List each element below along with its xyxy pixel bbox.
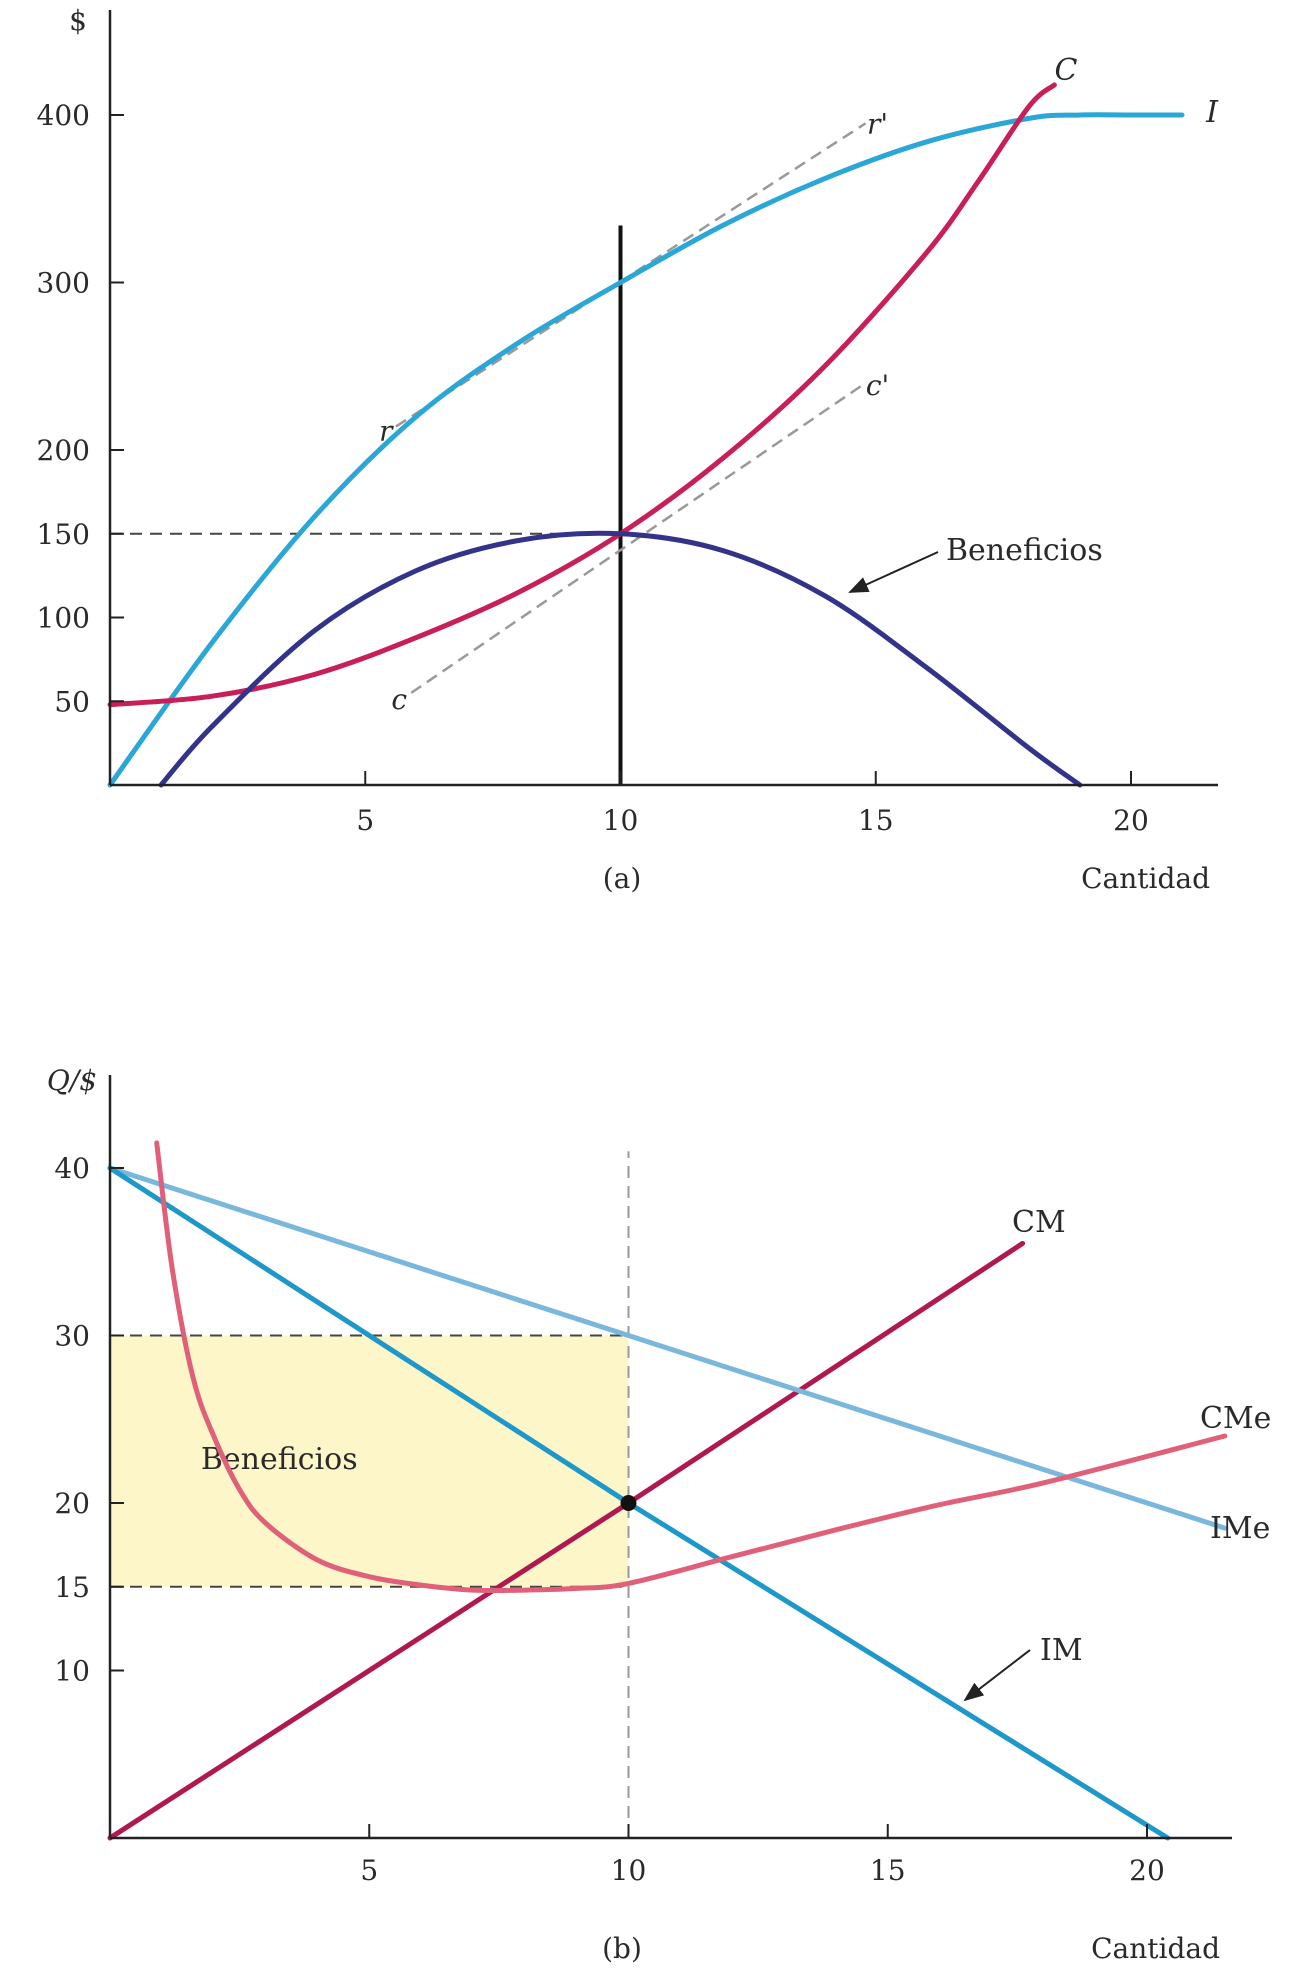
annotation-1: r' bbox=[867, 107, 888, 140]
panel-a: I C Beneficios r r' c c' 5 10 15 20 50 100 150 200 300 4… bbox=[37, 4, 1220, 895]
y-tick-label-40: 40 bbox=[54, 1152, 90, 1185]
series-line-ime bbox=[107, 1165, 1228, 1531]
x-tick-label-5: 5 bbox=[356, 804, 374, 837]
y-tick-label-400: 400 bbox=[37, 99, 90, 132]
annotation-3: c' bbox=[866, 369, 889, 402]
y-tick-label-10: 10 bbox=[54, 1655, 90, 1688]
x-tick-label-15: 15 bbox=[870, 1854, 906, 1887]
x-tick-label-10: 10 bbox=[603, 804, 639, 837]
annotation-2: c bbox=[391, 683, 407, 716]
y-tick-label-150: 150 bbox=[37, 518, 90, 551]
label-arrow bbox=[848, 551, 939, 593]
x-tick-label-20: 20 bbox=[1113, 804, 1149, 837]
series-label-cme: CMe bbox=[1200, 1401, 1271, 1436]
tangent-line-1 bbox=[410, 381, 867, 694]
x-axis-label: Cantidad bbox=[1081, 862, 1210, 895]
series-label-cm: CM bbox=[1012, 1205, 1066, 1240]
series-line-beneficios bbox=[158, 530, 1083, 788]
y-tick-label-200: 200 bbox=[37, 434, 90, 467]
intersection-point bbox=[620, 1495, 637, 1511]
y-tick-label-300: 300 bbox=[37, 267, 90, 300]
x-axis-label: Cantidad bbox=[1091, 1932, 1220, 1965]
series-line-i bbox=[107, 112, 1185, 788]
panel-label: (b) bbox=[602, 1932, 642, 1965]
y-tick-label-30: 30 bbox=[54, 1320, 90, 1353]
panel-label: (a) bbox=[603, 862, 642, 895]
y-tick-label-15: 15 bbox=[54, 1571, 90, 1604]
x-tick-label-15: 15 bbox=[858, 804, 894, 837]
series-label-im: IM bbox=[1040, 1633, 1083, 1668]
series-label-c: C bbox=[1055, 53, 1078, 88]
x-tick-label-5: 5 bbox=[360, 1854, 378, 1887]
y-tick-label-100: 100 bbox=[37, 602, 90, 635]
tangent-line-0 bbox=[395, 122, 867, 428]
series-line-c bbox=[107, 82, 1057, 708]
series-line-cme bbox=[154, 1140, 1228, 1594]
y-axis-label: $ bbox=[69, 4, 87, 37]
y-tick-label-50: 50 bbox=[54, 685, 90, 718]
x-tick-label-10: 10 bbox=[611, 1854, 647, 1887]
label-arrow bbox=[963, 1649, 1031, 1702]
annotation-0: r bbox=[379, 415, 394, 448]
series-label-beneficios: Beneficios bbox=[946, 533, 1103, 568]
y-axis-label: Q/$ bbox=[47, 1064, 97, 1097]
y-tick-label-20: 20 bbox=[54, 1487, 90, 1520]
profit-area bbox=[110, 1335, 629, 1587]
x-tick-label-20: 20 bbox=[1129, 1854, 1165, 1887]
series-label-i: I bbox=[1205, 95, 1219, 130]
series-label-ime: IMe bbox=[1210, 1511, 1270, 1546]
